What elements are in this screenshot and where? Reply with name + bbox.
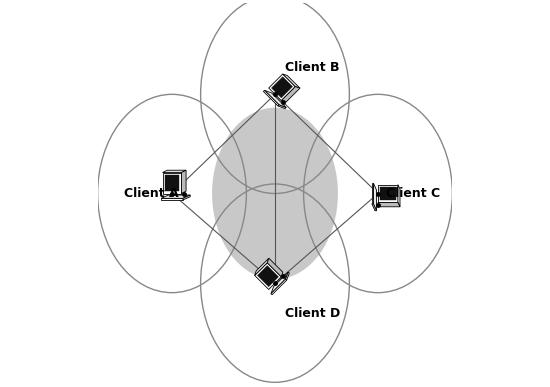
Polygon shape [161,198,183,200]
Polygon shape [269,74,295,101]
Polygon shape [373,183,377,211]
Polygon shape [278,105,286,109]
Polygon shape [380,187,396,200]
Polygon shape [163,173,182,194]
Polygon shape [378,202,400,207]
Polygon shape [398,185,400,207]
Polygon shape [255,258,269,276]
Polygon shape [285,272,289,280]
Polygon shape [378,185,398,202]
Text: Client C: Client C [386,187,440,200]
Polygon shape [183,195,190,200]
Polygon shape [267,258,283,277]
Polygon shape [263,90,279,106]
Text: Client A: Client A [124,187,179,200]
Ellipse shape [212,108,338,279]
Polygon shape [182,170,186,194]
Polygon shape [271,272,288,294]
Polygon shape [281,87,300,102]
Polygon shape [255,263,281,289]
Polygon shape [372,204,377,211]
Text: Client B: Client B [284,61,339,74]
Polygon shape [372,183,373,204]
Text: Client D: Client D [284,307,340,320]
Polygon shape [271,279,287,295]
Polygon shape [161,195,190,198]
Polygon shape [265,90,286,108]
Polygon shape [283,74,300,88]
Polygon shape [163,170,186,173]
Polygon shape [257,265,278,287]
Polygon shape [272,77,293,98]
Polygon shape [164,175,179,192]
